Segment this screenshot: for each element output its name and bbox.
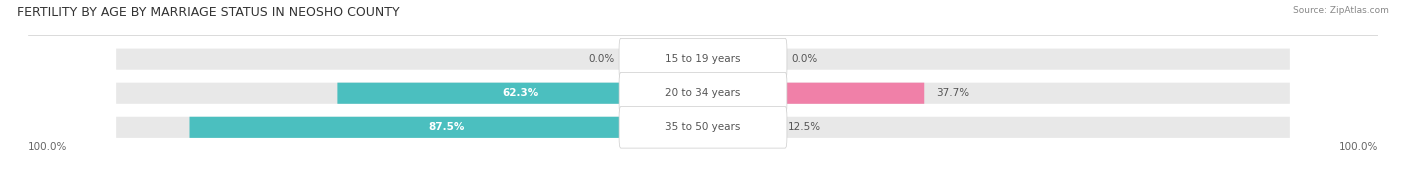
Text: 100.0%: 100.0% bbox=[1339, 142, 1378, 152]
FancyBboxPatch shape bbox=[703, 117, 776, 138]
FancyBboxPatch shape bbox=[619, 38, 787, 80]
FancyBboxPatch shape bbox=[619, 106, 787, 148]
FancyBboxPatch shape bbox=[117, 49, 1289, 70]
FancyBboxPatch shape bbox=[117, 83, 1289, 104]
FancyBboxPatch shape bbox=[337, 83, 703, 104]
Text: 87.5%: 87.5% bbox=[427, 122, 464, 132]
FancyBboxPatch shape bbox=[117, 117, 1289, 138]
FancyBboxPatch shape bbox=[190, 117, 703, 138]
Text: 15 to 19 years: 15 to 19 years bbox=[665, 54, 741, 64]
Text: 0.0%: 0.0% bbox=[792, 54, 817, 64]
FancyBboxPatch shape bbox=[703, 83, 924, 104]
Text: 0.0%: 0.0% bbox=[589, 54, 614, 64]
Text: 20 to 34 years: 20 to 34 years bbox=[665, 88, 741, 98]
Text: 35 to 50 years: 35 to 50 years bbox=[665, 122, 741, 132]
Text: 100.0%: 100.0% bbox=[28, 142, 67, 152]
FancyBboxPatch shape bbox=[619, 73, 787, 114]
Text: Source: ZipAtlas.com: Source: ZipAtlas.com bbox=[1294, 6, 1389, 15]
Text: 37.7%: 37.7% bbox=[936, 88, 969, 98]
Text: 62.3%: 62.3% bbox=[502, 88, 538, 98]
Text: FERTILITY BY AGE BY MARRIAGE STATUS IN NEOSHO COUNTY: FERTILITY BY AGE BY MARRIAGE STATUS IN N… bbox=[17, 6, 399, 19]
Text: 12.5%: 12.5% bbox=[789, 122, 821, 132]
